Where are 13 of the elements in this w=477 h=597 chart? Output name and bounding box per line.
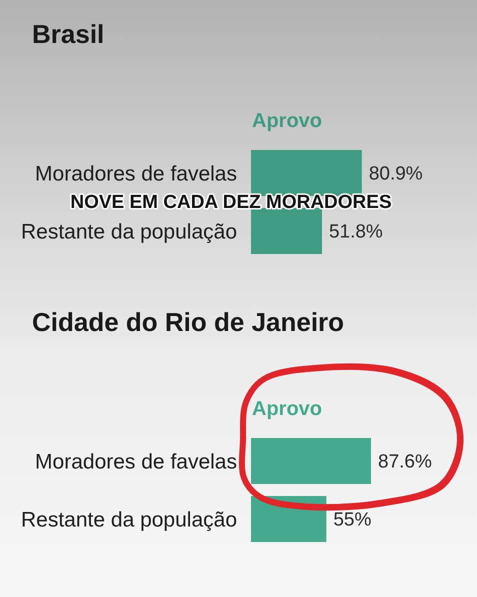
series-label: Aprovo: [252, 398, 322, 420]
data-label: 55%: [333, 510, 372, 531]
y-tick-label: Restante da população: [21, 220, 237, 244]
y-tick-label: Moradores de favelas: [35, 450, 237, 474]
y-tick-label: Restante da população: [21, 508, 237, 532]
series-label: Aprovo: [252, 110, 322, 132]
data-label: 87.6%: [378, 452, 432, 473]
chart-title: Brasil: [32, 19, 104, 49]
data-label: 51.8%: [328, 222, 383, 243]
annotation: NOVE EM CADA DEZ MORADORES: [70, 192, 392, 213]
y-tick-label: Moradores de favelas: [35, 162, 237, 186]
data-label: 80.9%: [368, 164, 423, 185]
chart-title: Cidade do Rio de Janeiro: [32, 307, 344, 337]
